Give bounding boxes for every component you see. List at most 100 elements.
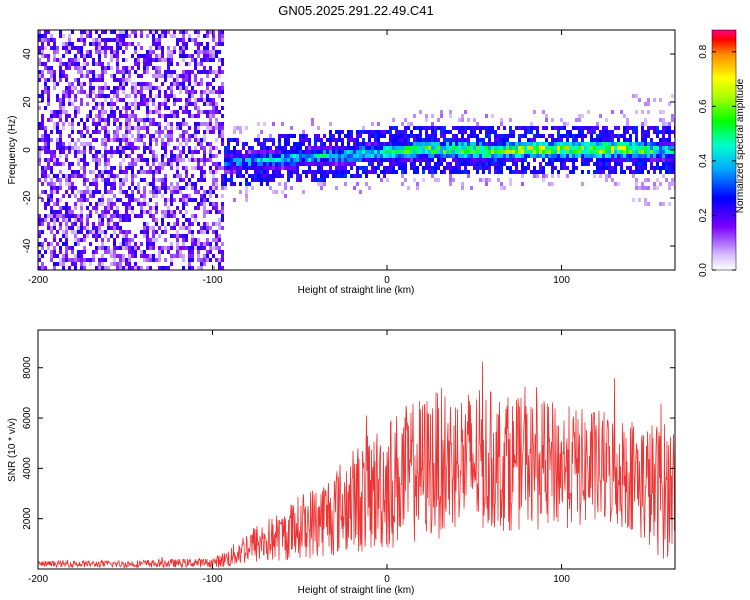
spectrogram-cell xyxy=(476,146,479,150)
spectrogram-cell xyxy=(134,46,137,50)
spectrogram-cell xyxy=(209,126,212,130)
spectrogram-cell xyxy=(212,266,215,270)
spectrogram-cell xyxy=(188,110,191,114)
spectrogram-cell xyxy=(137,74,140,78)
spectrogram-cell xyxy=(122,66,125,70)
spectrogram-cell xyxy=(620,162,623,166)
spectrogram-cell xyxy=(179,210,182,214)
spectrogram-cell xyxy=(164,214,167,218)
spectrogram-cell xyxy=(62,266,65,270)
spectrogram-cell xyxy=(113,54,116,58)
spectrogram-cell xyxy=(545,114,548,118)
spectrogram-cell xyxy=(224,174,227,178)
spectrogram-cell xyxy=(68,58,71,62)
spectrogram-cell xyxy=(173,102,176,106)
spectrogram-cell xyxy=(68,226,71,230)
spectrogram-cell xyxy=(179,90,182,94)
spectrogram-cell xyxy=(491,114,494,118)
spectrogram-cell xyxy=(236,126,239,130)
spectrogram-cell xyxy=(191,254,194,258)
spectrogram-cell xyxy=(128,138,131,142)
spectrogram-cell xyxy=(59,30,62,34)
spectrogram-cell xyxy=(98,266,101,270)
spectrogram-cell xyxy=(569,134,572,138)
spectrogram-cell xyxy=(218,226,221,230)
spectrogram-cell xyxy=(203,246,206,250)
spectrogram-cell xyxy=(155,158,158,162)
spectrogram-cell xyxy=(506,150,509,154)
spectrogram-cell xyxy=(299,162,302,166)
spectrogram-cell xyxy=(593,162,596,166)
spectrogram-cell xyxy=(503,126,506,130)
spectrogram-cell xyxy=(161,54,164,58)
spectrogram-cell xyxy=(86,186,89,190)
spectrogram-cell xyxy=(200,258,203,262)
spectrogram-cell xyxy=(494,166,497,170)
spectrogram-cell xyxy=(74,174,77,178)
spectrogram-cell xyxy=(104,126,107,130)
spectrogram-cell xyxy=(155,258,158,262)
spectrogram-cell xyxy=(581,146,584,150)
spectrogram-cell xyxy=(449,150,452,154)
spectrogram-cell xyxy=(95,174,98,178)
spectrogram-cell xyxy=(68,102,71,106)
spectrogram-cell xyxy=(74,234,77,238)
spectrogram-cell xyxy=(41,190,44,194)
spectrogram-cell xyxy=(581,170,584,174)
spectrogram-cell xyxy=(578,150,581,154)
spectrogram-cell xyxy=(185,226,188,230)
spectrogram-cell xyxy=(659,138,662,142)
spectrogram-cell xyxy=(116,254,119,258)
spectrogram-cell xyxy=(203,198,206,202)
spectrogram-cell xyxy=(179,38,182,42)
spectrogram-cell xyxy=(623,170,626,174)
spectrogram-cell xyxy=(119,262,122,266)
spectrogram-cell xyxy=(281,166,284,170)
spectrogram-cell xyxy=(665,130,668,134)
spectrogram-cell xyxy=(41,126,44,130)
spectrogram-cell xyxy=(419,158,422,162)
spectrogram-cell xyxy=(470,126,473,130)
spectrogram-cell xyxy=(122,98,125,102)
spectrogram-cell xyxy=(215,258,218,262)
spectrogram-cell xyxy=(230,178,233,182)
spectrogram-cell xyxy=(182,150,185,154)
spectrogram-cell xyxy=(284,194,287,198)
spectrogram-cell xyxy=(524,134,527,138)
spectrogram-cell xyxy=(281,162,284,166)
spectrogram-cell xyxy=(644,162,647,166)
spectrogram-cell xyxy=(152,74,155,78)
spectrogram-cell xyxy=(461,158,464,162)
spectrogram-cell xyxy=(548,134,551,138)
spectrogram-cell xyxy=(668,154,671,158)
spectrogram-cell xyxy=(137,190,140,194)
spectrogram-cell xyxy=(482,166,485,170)
spectrogram-cell xyxy=(404,138,407,142)
spectrogram-cell xyxy=(575,154,578,158)
spectrogram-cell xyxy=(92,230,95,234)
spectrogram-cell xyxy=(59,210,62,214)
spectrogram-cell xyxy=(221,86,224,90)
spectrogram-cell xyxy=(287,178,290,182)
spectrogram-cell xyxy=(536,142,539,146)
spectrogram-cell xyxy=(371,122,374,126)
spectrogram-cell xyxy=(377,122,380,126)
spectrogram-cell xyxy=(143,70,146,74)
spectrogram-cell xyxy=(335,150,338,154)
spectrogram-cell xyxy=(164,134,167,138)
spectrogram-cell xyxy=(50,242,53,246)
spectrogram-cell xyxy=(113,102,116,106)
spectrogram-cell xyxy=(647,126,650,130)
spectrogram-cell xyxy=(269,174,272,178)
spectrogram-cell xyxy=(452,146,455,150)
spectrogram-cell xyxy=(332,162,335,166)
spectrogram-cell xyxy=(254,170,257,174)
spectrogram-cell xyxy=(122,158,125,162)
spectrogram-cell xyxy=(80,158,83,162)
spectrogram-cell xyxy=(512,130,515,134)
spectrogram-cell xyxy=(143,62,146,66)
spectrogram-cell xyxy=(452,166,455,170)
spectrogram-cell xyxy=(443,150,446,154)
spectrogram-cell xyxy=(89,194,92,198)
spectrogram-cell xyxy=(116,70,119,74)
